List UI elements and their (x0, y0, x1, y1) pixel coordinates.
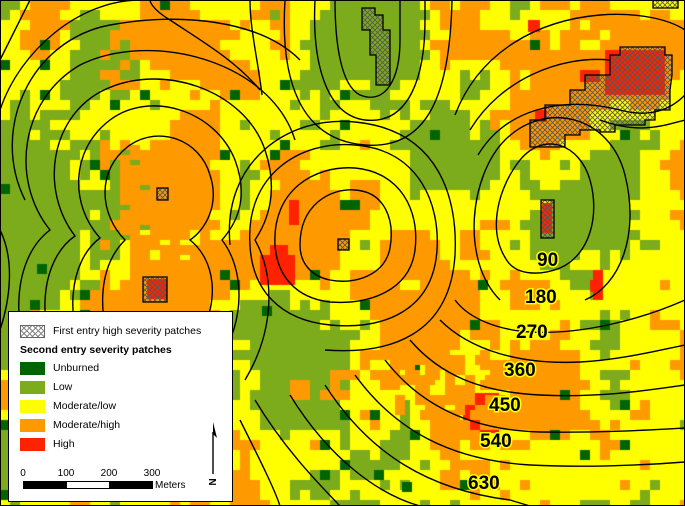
contour-line (228, 120, 457, 352)
contour-line (249, 0, 263, 96)
high-swatch (20, 437, 45, 451)
contour-line (0, 229, 11, 331)
legend-row-low: Low (20, 380, 72, 394)
moderate-high-swatch (20, 418, 45, 432)
legend-row-high: High (20, 437, 75, 451)
scale-bar (23, 481, 153, 489)
legend-first-entry-label: First entry high severity patches (53, 325, 202, 337)
legend-label: High (53, 438, 75, 450)
first-entry-patch-small-3 (142, 276, 168, 303)
contour-label: 360 (504, 360, 536, 381)
contour-line (299, 189, 392, 282)
moderate-low-swatch (20, 399, 45, 413)
legend-label: Moderate/low (53, 400, 117, 412)
contour-line (469, 58, 611, 131)
first-entry-patch-small-1 (156, 187, 169, 201)
contour-line (409, 339, 685, 397)
contour-line (44, 78, 273, 401)
contour-line (354, 374, 685, 467)
contour-line (477, 94, 685, 156)
contour-labels: 90 180 270 360 450 540 630 (467, 249, 560, 496)
contour-line (473, 117, 631, 301)
scale-unit: Meters (155, 480, 186, 491)
legend-row-moderate-low: Moderate/low (20, 399, 116, 413)
contour-label: 180 (525, 287, 557, 308)
first-entry-patch-small-4 (540, 199, 555, 239)
first-entry-patch-north (361, 7, 391, 86)
contour-line (254, 399, 341, 506)
north-arrow-icon: N (206, 422, 217, 486)
legend-label: Unburned (53, 362, 100, 374)
north-letter: N (206, 478, 217, 485)
contour-label: 630 (468, 473, 500, 494)
contour-line (495, 143, 595, 274)
contour-label: 90 (537, 250, 558, 271)
contour-label: 270 (516, 322, 548, 343)
contour-label: 450 (489, 395, 521, 416)
contour-line (454, 13, 685, 116)
contour-line (324, 384, 531, 506)
contour-line (313, 0, 426, 121)
scale-tick-200: 200 (100, 468, 118, 479)
legend: First entry high severity patches Second… (8, 311, 233, 502)
legend-label: Low (53, 381, 73, 393)
contour-label: 540 (480, 431, 512, 452)
contour-line (0, 0, 141, 111)
first-entry-patch-small-5 (652, 0, 679, 9)
contour-line (18, 49, 296, 421)
contour-line (0, 0, 31, 61)
legend-row-unburned: Unburned (20, 361, 99, 375)
contour-line (11, 18, 301, 201)
legend-first-entry: First entry high severity patches (20, 324, 201, 338)
contour-line (289, 394, 421, 506)
first-entry-patch-ne (529, 46, 673, 148)
contour-line (384, 359, 685, 433)
legend-second-entry-title: Second entry severity patches (20, 344, 172, 356)
contour-line (454, 299, 685, 334)
unburned-swatch (20, 361, 45, 375)
contour-line (274, 167, 417, 304)
contour-line (249, 143, 438, 327)
contour-line (599, 119, 685, 129)
contour-line (149, 0, 261, 91)
first-entry-patch-small-2 (337, 238, 350, 251)
low-swatch (20, 380, 45, 394)
hatch-swatch (20, 324, 45, 338)
scale-tick-0: 0 (20, 468, 26, 479)
legend-row-moderate-high: Moderate/high (20, 418, 120, 432)
contour-line (283, 0, 453, 146)
contour-line (334, 0, 401, 98)
contour-line (439, 319, 685, 364)
first-entry-patches (142, 0, 679, 303)
scale-tick-300: 300 (143, 468, 161, 479)
legend-label: Moderate/high (53, 419, 121, 431)
scale-tick-100: 100 (57, 468, 75, 479)
contour-line (239, 419, 281, 506)
